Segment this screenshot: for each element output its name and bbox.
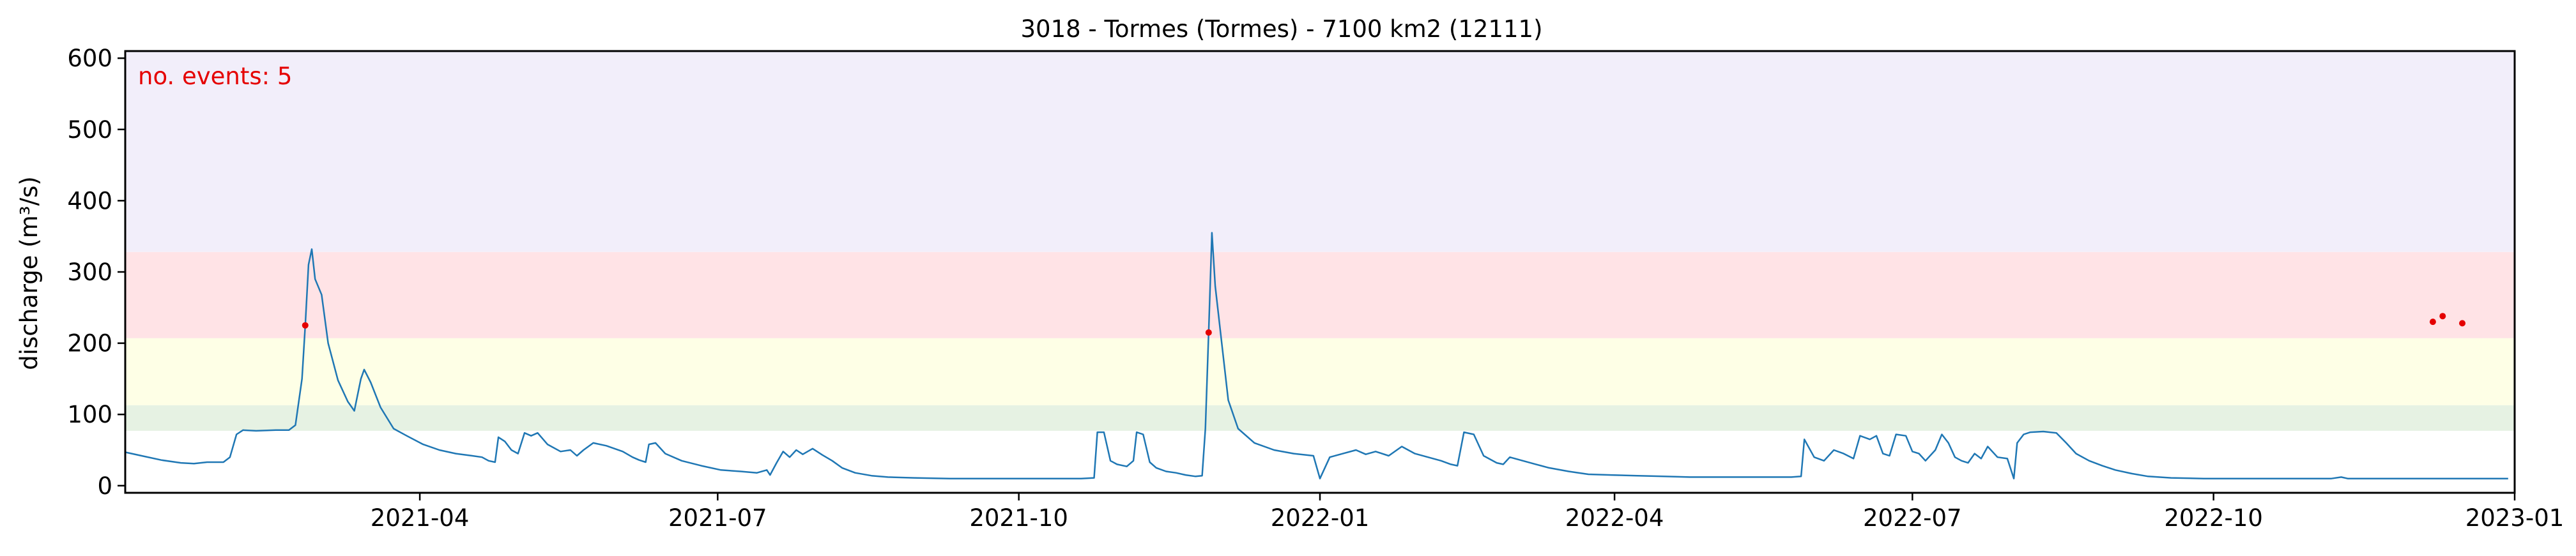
y-tick-label-0: 0	[97, 472, 112, 500]
y-tick-label-1: 100	[67, 401, 112, 428]
event-point-0	[302, 322, 309, 329]
y-axis-label: discharge (m³/s)	[15, 176, 43, 370]
x-tick-label-7: 2023-01	[2465, 504, 2564, 532]
threshold-band-3	[125, 51, 2515, 252]
x-tick-label-4: 2022-04	[1565, 504, 1664, 532]
series-line-0	[125, 232, 2508, 479]
x-tick-label-2: 2021-10	[969, 504, 1068, 532]
x-tick-label-6: 2022-10	[2164, 504, 2263, 532]
threshold-band-1	[125, 338, 2515, 405]
threshold-bands	[125, 51, 2515, 431]
y-tick-label-3: 300	[67, 259, 112, 286]
y-tick-label-4: 400	[67, 187, 112, 214]
y-tick-label-2: 200	[67, 330, 112, 357]
event-point-1	[1205, 329, 1212, 336]
threshold-band-2	[125, 252, 2515, 338]
events-count-annotation: no. events: 5	[138, 63, 292, 90]
y-tick-label-5: 500	[67, 116, 112, 144]
x-axis-ticks: 2021-04 2021-07 2021-10 2022-01 2022-04 2022-…	[371, 493, 2564, 532]
y-tick-label-6: 600	[67, 45, 112, 72]
x-tick-label-0: 2021-04	[371, 504, 470, 532]
threshold-band-0	[125, 405, 2515, 431]
series-lines	[125, 232, 2508, 479]
event-point-4	[2459, 320, 2466, 327]
x-tick-label-5: 2022-07	[1863, 504, 1962, 532]
x-tick-label-1: 2021-07	[668, 504, 767, 532]
y-axis-ticks: 0 100 200 300 400 500 600	[67, 45, 125, 500]
chart-title: 3018 - Tormes (Tormes) - 7100 km2 (12111…	[1021, 15, 1543, 43]
event-points	[302, 313, 2466, 336]
event-point-2	[2429, 319, 2436, 326]
x-tick-label-3: 2022-01	[1271, 504, 1370, 532]
event-point-3	[2439, 313, 2446, 320]
